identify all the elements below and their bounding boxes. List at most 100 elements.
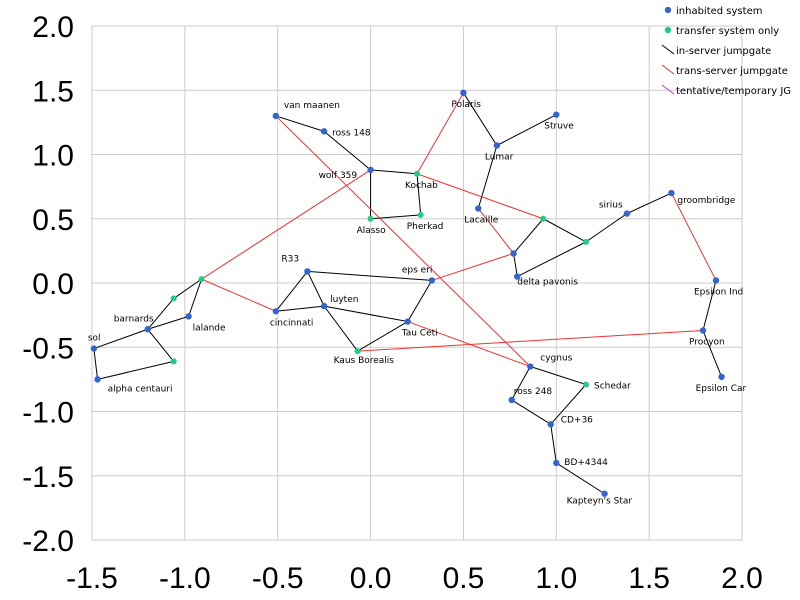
trans-server-jumpgate-line bbox=[275, 115, 531, 367]
pherkad-marker bbox=[417, 211, 424, 218]
bd-4344-marker bbox=[553, 459, 560, 467]
cincinnati-label: cincinnati bbox=[270, 318, 314, 328]
cygnus-marker bbox=[527, 363, 534, 370]
lacaille-marker bbox=[475, 205, 482, 212]
cincinnati-marker bbox=[272, 308, 280, 315]
transfer-legend-label: transfer system only bbox=[676, 26, 779, 37]
in-server-jumpgate-line bbox=[511, 366, 531, 401]
trans-server-jumpgate-line bbox=[670, 192, 717, 281]
trans-server-jumpgate-line bbox=[407, 321, 531, 367]
in-server-jumpgate-line bbox=[626, 192, 672, 215]
in-server-jumpgate-line bbox=[513, 218, 544, 254]
struve-label: Struve bbox=[544, 122, 574, 132]
luyten-marker bbox=[320, 302, 328, 310]
system-markers bbox=[90, 89, 725, 497]
in-server-jumpgate-line bbox=[147, 298, 175, 330]
y-tick-label: 1.5 bbox=[32, 75, 74, 108]
sol-marker bbox=[90, 345, 98, 352]
struve-marker bbox=[553, 111, 560, 118]
epsilon-car-marker bbox=[718, 373, 725, 381]
wolf-359-label: wolf 359 bbox=[319, 171, 358, 181]
in-server-jumpgate-line bbox=[307, 270, 432, 281]
x-tick-label: -1.5 bbox=[66, 562, 118, 595]
x-tick-label: 2.0 bbox=[721, 562, 763, 595]
junction-a-marker bbox=[540, 215, 547, 222]
junction-b-marker bbox=[583, 238, 589, 245]
pherkad-label: Pherkad bbox=[407, 222, 444, 232]
van-maanen-label: van maanen bbox=[284, 101, 340, 111]
in-server-jumpgate-line bbox=[93, 328, 148, 350]
in-server-jumpgate-line bbox=[188, 278, 203, 317]
wolf-359-marker bbox=[367, 166, 374, 174]
groombridge-marker bbox=[668, 189, 675, 197]
procyon-marker bbox=[699, 327, 707, 334]
kapteyns-star-label: Kapteyn's Star bbox=[567, 497, 633, 507]
y-tick-label: 2.0 bbox=[32, 11, 74, 44]
tau-ceti-label: Tau Ceti bbox=[401, 329, 438, 339]
r33-label: R33 bbox=[281, 254, 299, 264]
y-tick-label: 1.0 bbox=[32, 140, 74, 173]
trans-server-jumpgate-line bbox=[416, 173, 544, 220]
trans-server-jumpgate-line bbox=[477, 208, 514, 254]
alasso-marker bbox=[367, 215, 374, 222]
trans-server-jumpgate-line bbox=[431, 252, 514, 281]
barnards-label: barnards bbox=[114, 314, 154, 324]
trans-server-legend-label: trans-server jumpgate bbox=[676, 66, 788, 77]
eps-eri-marker bbox=[428, 277, 436, 284]
lacaille-label: Lacaille bbox=[464, 215, 498, 225]
west-hub-marker bbox=[198, 276, 205, 283]
y-tick-label: -1.5 bbox=[22, 461, 74, 494]
in-server-jumpgate-line bbox=[323, 130, 371, 171]
procyon-label: Procyon bbox=[689, 338, 725, 348]
in-server-jumpgate-line bbox=[370, 169, 418, 175]
transfer-legend-marker bbox=[664, 26, 672, 34]
in-server-jumpgate-line bbox=[275, 115, 325, 132]
y-tick-label: -2.0 bbox=[22, 525, 74, 558]
in-server-jumpgate-line bbox=[556, 462, 605, 495]
kochab-marker bbox=[414, 170, 420, 177]
tentative-legend-label: tentative/temporary JG bbox=[676, 86, 791, 97]
in-server-jumpgate-line bbox=[357, 321, 408, 352]
jumpgate-links bbox=[93, 92, 723, 495]
kaus-borealis-marker bbox=[354, 348, 361, 355]
delta-pavonis-label: delta pavonis bbox=[517, 278, 578, 288]
alasso-label: Alasso bbox=[357, 226, 387, 236]
in-server-jumpgate-line bbox=[306, 271, 325, 307]
ross-148-marker bbox=[320, 128, 328, 135]
in-server-jumpgate-line bbox=[323, 305, 358, 352]
tentative-legend-line bbox=[661, 84, 675, 95]
y-tick-label: 0.5 bbox=[32, 204, 74, 237]
luyten-label: luyten bbox=[330, 295, 358, 305]
in-server-jumpgate-line bbox=[147, 328, 175, 362]
in-server-jumpgate-line bbox=[702, 330, 723, 377]
in-server-jumpgate-line bbox=[585, 213, 628, 243]
in-server-jumpgate-line bbox=[97, 360, 174, 380]
epsilon-ind-marker bbox=[712, 277, 720, 284]
x-tick-label: -1.0 bbox=[159, 562, 211, 595]
sol-label: sol bbox=[88, 334, 101, 344]
in-server-jumpgate-line bbox=[407, 280, 433, 322]
polaris-label: Polaris bbox=[451, 100, 481, 110]
cygnus-label: cygnus bbox=[540, 354, 572, 364]
south-transfer-marker bbox=[170, 358, 177, 365]
in-server-jumpgate-line bbox=[147, 315, 189, 330]
epsilon-car-label: Epsilon Car bbox=[696, 384, 747, 394]
in-server-jumpgate-line bbox=[513, 253, 518, 277]
lumar-label: Lumar bbox=[485, 153, 514, 163]
legend: inhabited system transfer system only in-s… bbox=[661, 6, 791, 97]
kochab-label: Kochab bbox=[405, 181, 438, 191]
trans-server-legend-line bbox=[661, 64, 675, 75]
sirius-label: sirius bbox=[599, 201, 623, 211]
barnards-marker bbox=[144, 326, 151, 333]
in-server-jumpgate-line bbox=[463, 92, 498, 146]
schedar-label: Schedar bbox=[594, 382, 631, 392]
kaus-borealis-label: Kaus Borealis bbox=[334, 356, 395, 366]
lumar-marker bbox=[493, 142, 501, 149]
trans-server-jumpgate-line bbox=[201, 278, 277, 312]
x-tick-label: 1.5 bbox=[628, 562, 670, 595]
delta-pavonis-marker bbox=[514, 273, 521, 280]
van-maanen-marker bbox=[272, 112, 280, 120]
system-labels: van maanen ross 148 wolf 359 Kochab Alasso Ph… bbox=[88, 100, 747, 507]
